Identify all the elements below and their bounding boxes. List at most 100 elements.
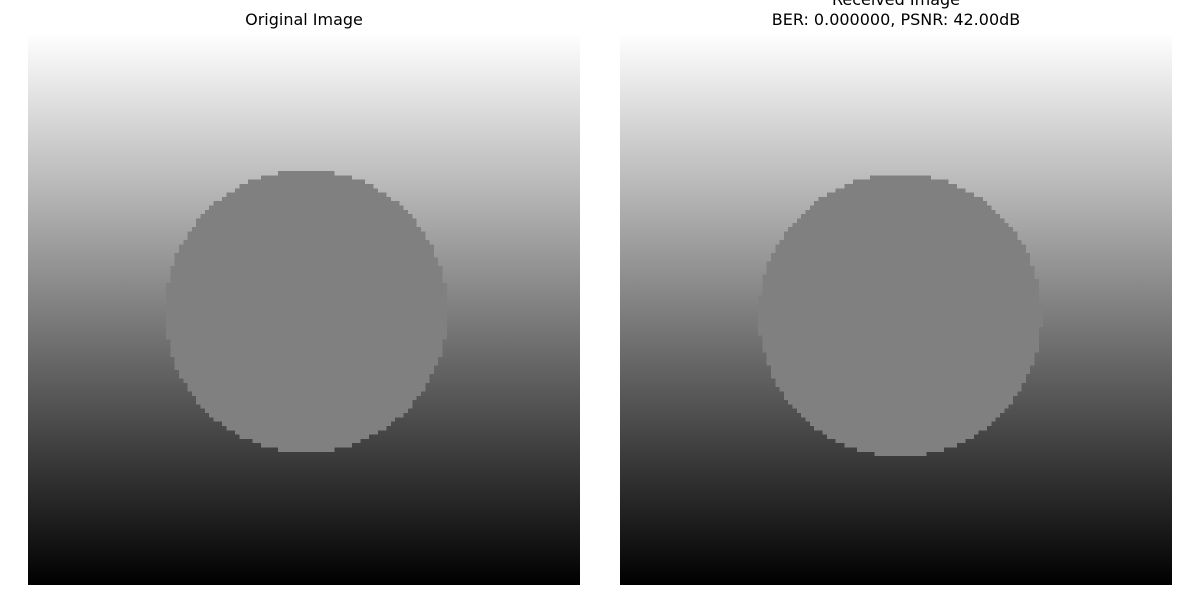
circle-row bbox=[213, 201, 400, 207]
circle-row bbox=[770, 369, 1031, 375]
circle-row bbox=[770, 257, 1031, 263]
circle-row bbox=[252, 438, 361, 444]
circle-row bbox=[766, 270, 1035, 276]
circle-row bbox=[166, 334, 447, 340]
circle-row bbox=[178, 244, 434, 250]
circle-row bbox=[213, 416, 396, 422]
circle-row bbox=[809, 421, 992, 426]
circle-row bbox=[770, 373, 1026, 379]
circle-row bbox=[174, 360, 439, 366]
circle-row bbox=[857, 447, 944, 452]
circle-row bbox=[166, 313, 447, 319]
circle-row bbox=[196, 222, 417, 228]
circle-row bbox=[166, 291, 447, 297]
circle-row bbox=[209, 205, 404, 211]
circle-row bbox=[770, 365, 1031, 370]
circle-row bbox=[196, 399, 413, 405]
circle-row bbox=[814, 425, 988, 431]
circle-row bbox=[204, 209, 409, 215]
circle-row bbox=[178, 248, 434, 254]
circle-row bbox=[796, 408, 1005, 414]
circle-row bbox=[170, 270, 443, 276]
circle-row bbox=[762, 287, 1039, 293]
circle-row bbox=[762, 283, 1039, 288]
circle-row bbox=[801, 412, 1000, 418]
circle-row bbox=[178, 373, 430, 379]
circle-row bbox=[783, 395, 1013, 401]
circle-row bbox=[187, 231, 426, 237]
gray-circle bbox=[166, 171, 447, 452]
circle-row bbox=[200, 403, 413, 409]
circle-row bbox=[766, 356, 1035, 362]
circle-row bbox=[260, 442, 352, 448]
circle-row bbox=[278, 447, 335, 452]
circle-row bbox=[758, 313, 1044, 319]
circle-row bbox=[174, 261, 439, 267]
circle-row bbox=[762, 334, 1039, 340]
circle-row bbox=[775, 378, 1026, 383]
circle-row bbox=[818, 196, 983, 202]
circle-row bbox=[166, 321, 447, 327]
circle-row bbox=[758, 326, 1039, 332]
circle-row bbox=[844, 442, 957, 448]
circle-row bbox=[187, 386, 426, 392]
circle-row bbox=[758, 309, 1044, 314]
circle-row bbox=[770, 252, 1031, 258]
circle-row bbox=[762, 278, 1039, 284]
circle-row bbox=[174, 252, 434, 258]
circle-row bbox=[239, 434, 370, 439]
circle-row bbox=[235, 429, 378, 435]
circle-row bbox=[762, 291, 1039, 297]
circle-row bbox=[260, 175, 352, 181]
circle-row bbox=[187, 382, 426, 388]
circle-row bbox=[827, 192, 975, 198]
circle-row bbox=[166, 326, 447, 332]
circle-row bbox=[788, 399, 1013, 405]
circle-row bbox=[222, 196, 391, 202]
circle-row bbox=[844, 183, 957, 189]
circle-row bbox=[792, 403, 1009, 409]
circle-row bbox=[762, 347, 1039, 353]
original-image-title: Original Image bbox=[245, 10, 363, 29]
circle-row bbox=[200, 214, 413, 219]
circle-row bbox=[835, 438, 966, 444]
circle-row bbox=[239, 183, 374, 189]
circle-row bbox=[170, 343, 443, 349]
circle-row bbox=[852, 179, 949, 185]
circle-row bbox=[766, 360, 1035, 366]
circle-row bbox=[170, 274, 443, 280]
circle-row bbox=[226, 425, 387, 431]
circle-row bbox=[775, 248, 1026, 254]
circle-row bbox=[166, 317, 447, 323]
circle-row bbox=[762, 343, 1039, 349]
circle-row bbox=[166, 304, 447, 310]
circle-row bbox=[166, 330, 447, 336]
circle-row bbox=[870, 175, 931, 181]
circle-row bbox=[783, 390, 1018, 396]
circle-row bbox=[191, 227, 421, 232]
circle-row bbox=[766, 261, 1031, 267]
circle-row bbox=[762, 274, 1035, 280]
circle-row bbox=[204, 408, 409, 414]
circle-row bbox=[222, 421, 391, 426]
circle-row bbox=[758, 304, 1044, 310]
circle-row bbox=[835, 188, 966, 194]
circle-row bbox=[779, 240, 1022, 245]
circle-row bbox=[775, 382, 1022, 388]
circle-row bbox=[766, 352, 1035, 357]
circle-row bbox=[174, 365, 434, 370]
circle-row bbox=[775, 244, 1026, 250]
circle-row bbox=[178, 369, 434, 375]
gray-circle bbox=[758, 175, 1044, 457]
circle-row bbox=[174, 356, 439, 362]
circle-row bbox=[783, 231, 1018, 237]
circle-row bbox=[170, 352, 443, 357]
circle-row bbox=[170, 339, 443, 345]
circle-row bbox=[762, 339, 1039, 345]
circle-row bbox=[166, 309, 447, 314]
circle-row bbox=[758, 300, 1039, 306]
received-image-metrics: BER: 0.000000, PSNR: 42.00dB bbox=[771, 10, 1021, 29]
circle-row bbox=[170, 347, 443, 353]
circle-row bbox=[758, 330, 1039, 336]
circle-row bbox=[809, 205, 992, 211]
